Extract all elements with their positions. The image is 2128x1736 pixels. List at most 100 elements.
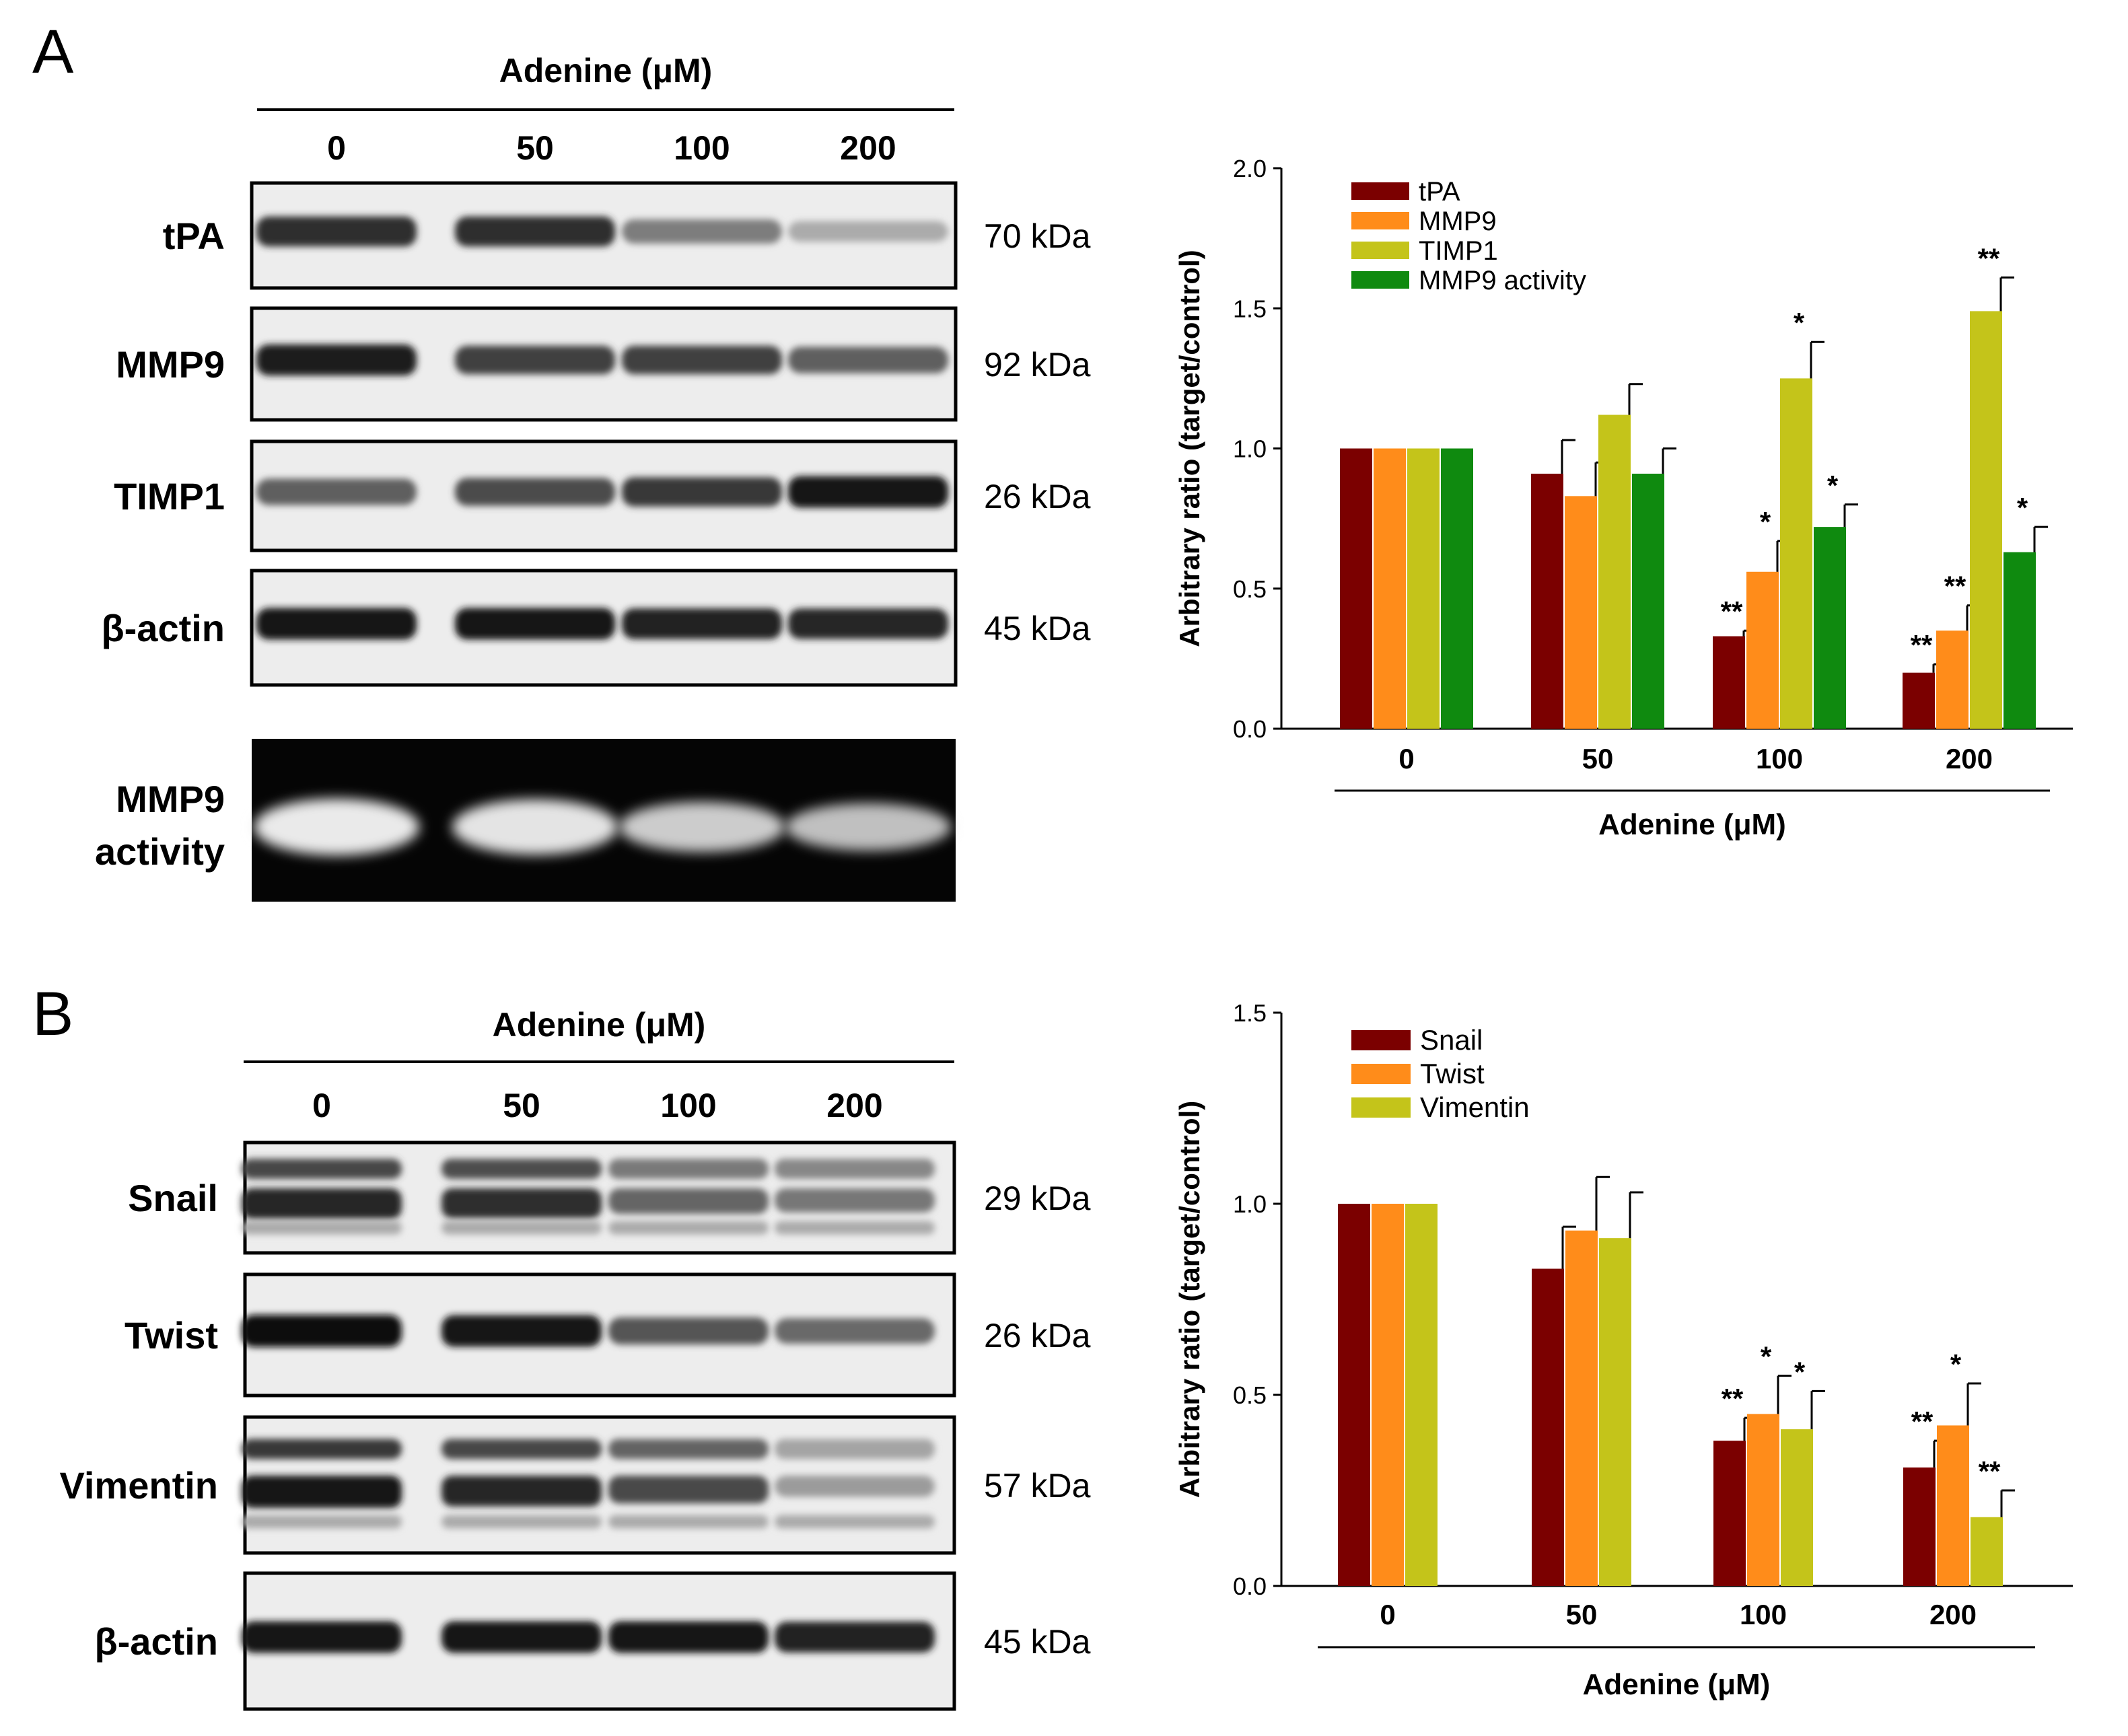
protein-band — [256, 608, 417, 640]
bar — [1441, 448, 1473, 729]
blot-label: β-actin — [101, 607, 225, 649]
bar — [1713, 1441, 1746, 1586]
blot-panel-B: B Adenine (μM) 0 50 100 200 Snail 29 kDa Twist 26… — [32, 980, 1091, 1711]
bar — [1971, 1517, 2003, 1586]
protein-band — [242, 1476, 402, 1508]
x-tick-label: 200 — [1929, 1599, 1977, 1630]
bar — [1599, 1238, 1631, 1586]
bar — [1903, 1467, 1936, 1586]
legend-label: Snail — [1420, 1024, 1483, 1056]
bar — [1713, 636, 1745, 729]
legend-swatch — [1351, 271, 1409, 289]
bar — [1372, 1204, 1404, 1586]
blot-label: tPA — [163, 215, 225, 257]
lane-label: 50 — [516, 129, 554, 167]
blot-row: Vimentin 57 kDa — [60, 1415, 1091, 1555]
protein-band — [775, 1221, 935, 1235]
legend-swatch — [1351, 212, 1409, 229]
x-tick-label: 50 — [1582, 743, 1614, 774]
blot-row: β-actin 45 kDa — [101, 569, 1091, 687]
legend-swatch — [1351, 1097, 1411, 1118]
protein-band — [242, 1159, 402, 1180]
kda-label: 26 kDa — [984, 478, 1091, 515]
bar — [1814, 527, 1846, 729]
protein-band — [608, 1221, 769, 1235]
protein-band — [441, 1476, 602, 1507]
kda-label: 29 kDa — [984, 1180, 1091, 1217]
significance-mark: ** — [1721, 595, 1743, 627]
activity-band — [785, 803, 951, 851]
protein-band — [242, 1439, 402, 1459]
significance-mark: * — [2017, 492, 2028, 523]
y-tick-label: 0.5 — [1233, 1381, 1267, 1409]
protein-band — [455, 345, 615, 375]
panel-letter: B — [32, 980, 73, 1048]
bar — [1937, 1425, 1969, 1586]
blot-label: β-actin — [94, 1620, 218, 1663]
blot-row: MMP9 activity — [95, 739, 956, 902]
lane-label: 200 — [840, 129, 896, 167]
lane-label: 50 — [503, 1087, 540, 1124]
protein-band — [256, 478, 417, 505]
x-tick-label: 0 — [1380, 1599, 1395, 1630]
y-tick-label: 1.0 — [1233, 1190, 1267, 1218]
kda-label: 92 kDa — [984, 346, 1091, 384]
protein-band — [242, 1315, 402, 1347]
significance-mark: * — [1760, 506, 1771, 538]
protein-band — [455, 478, 615, 506]
legend-label: Vimentin — [1420, 1091, 1530, 1123]
lane-label: 100 — [660, 1087, 716, 1124]
protein-band — [622, 608, 782, 639]
lane-label: 200 — [826, 1087, 882, 1124]
protein-band — [608, 1188, 769, 1215]
activity-band — [452, 799, 618, 855]
bar — [1780, 378, 1812, 729]
protein-band — [775, 1159, 935, 1180]
protein-band — [775, 1188, 935, 1213]
protein-band — [242, 1221, 402, 1235]
kda-label: 45 kDa — [984, 1623, 1091, 1661]
bar — [1747, 1414, 1779, 1586]
lane-label: 0 — [327, 129, 346, 167]
blot-label: TIMP1 — [114, 475, 225, 517]
significance-mark: ** — [1944, 571, 1966, 602]
activity-band — [254, 798, 419, 856]
x-tick-label: 100 — [1756, 743, 1803, 774]
bar — [1565, 1230, 1598, 1586]
protein-band — [788, 347, 948, 373]
bar — [1903, 672, 1935, 729]
significance-mark: ** — [1911, 629, 1933, 661]
bar — [1746, 571, 1779, 729]
blot-label: Snail — [128, 1177, 218, 1219]
legend-swatch — [1351, 1064, 1411, 1084]
significance-mark: ** — [1722, 1383, 1744, 1414]
bar — [1340, 448, 1372, 729]
legend-label: MMP9 — [1419, 207, 1497, 236]
significance-mark: * — [1794, 1356, 1806, 1387]
protein-band — [441, 1315, 602, 1347]
y-axis-label: Arbitrary ratio (target/control) — [1174, 1101, 1205, 1498]
y-axis-label: Arbitrary ratio (target/control) — [1174, 250, 1205, 647]
panel-letter: A — [32, 17, 74, 86]
protein-band — [242, 1188, 402, 1219]
protein-band — [441, 1159, 602, 1180]
protein-band — [608, 1159, 769, 1180]
blot-row: MMP9 92 kDa — [116, 306, 1091, 422]
protein-band — [441, 1515, 602, 1529]
blot-panel-A: A Adenine (μM) 0 50 100 200 tPA 70 kDa MMP9 92 kD… — [32, 17, 1091, 902]
protein-band — [608, 1515, 769, 1529]
protein-band — [242, 1515, 402, 1529]
blot-label: MMP9 — [116, 778, 225, 820]
legend-label: tPA — [1419, 177, 1460, 207]
y-tick-label: 2.0 — [1233, 155, 1267, 182]
protein-band — [455, 608, 615, 640]
protein-band — [622, 219, 782, 244]
protein-band — [622, 477, 782, 507]
treatment-label: Adenine (μM) — [493, 1006, 706, 1044]
x-axis-label: Adenine (μM) — [1598, 808, 1786, 841]
protein-band — [455, 216, 615, 247]
significance-mark: * — [1761, 1341, 1772, 1373]
protein-band — [256, 344, 417, 376]
blot-row: Snail 29 kDa — [128, 1141, 1091, 1255]
